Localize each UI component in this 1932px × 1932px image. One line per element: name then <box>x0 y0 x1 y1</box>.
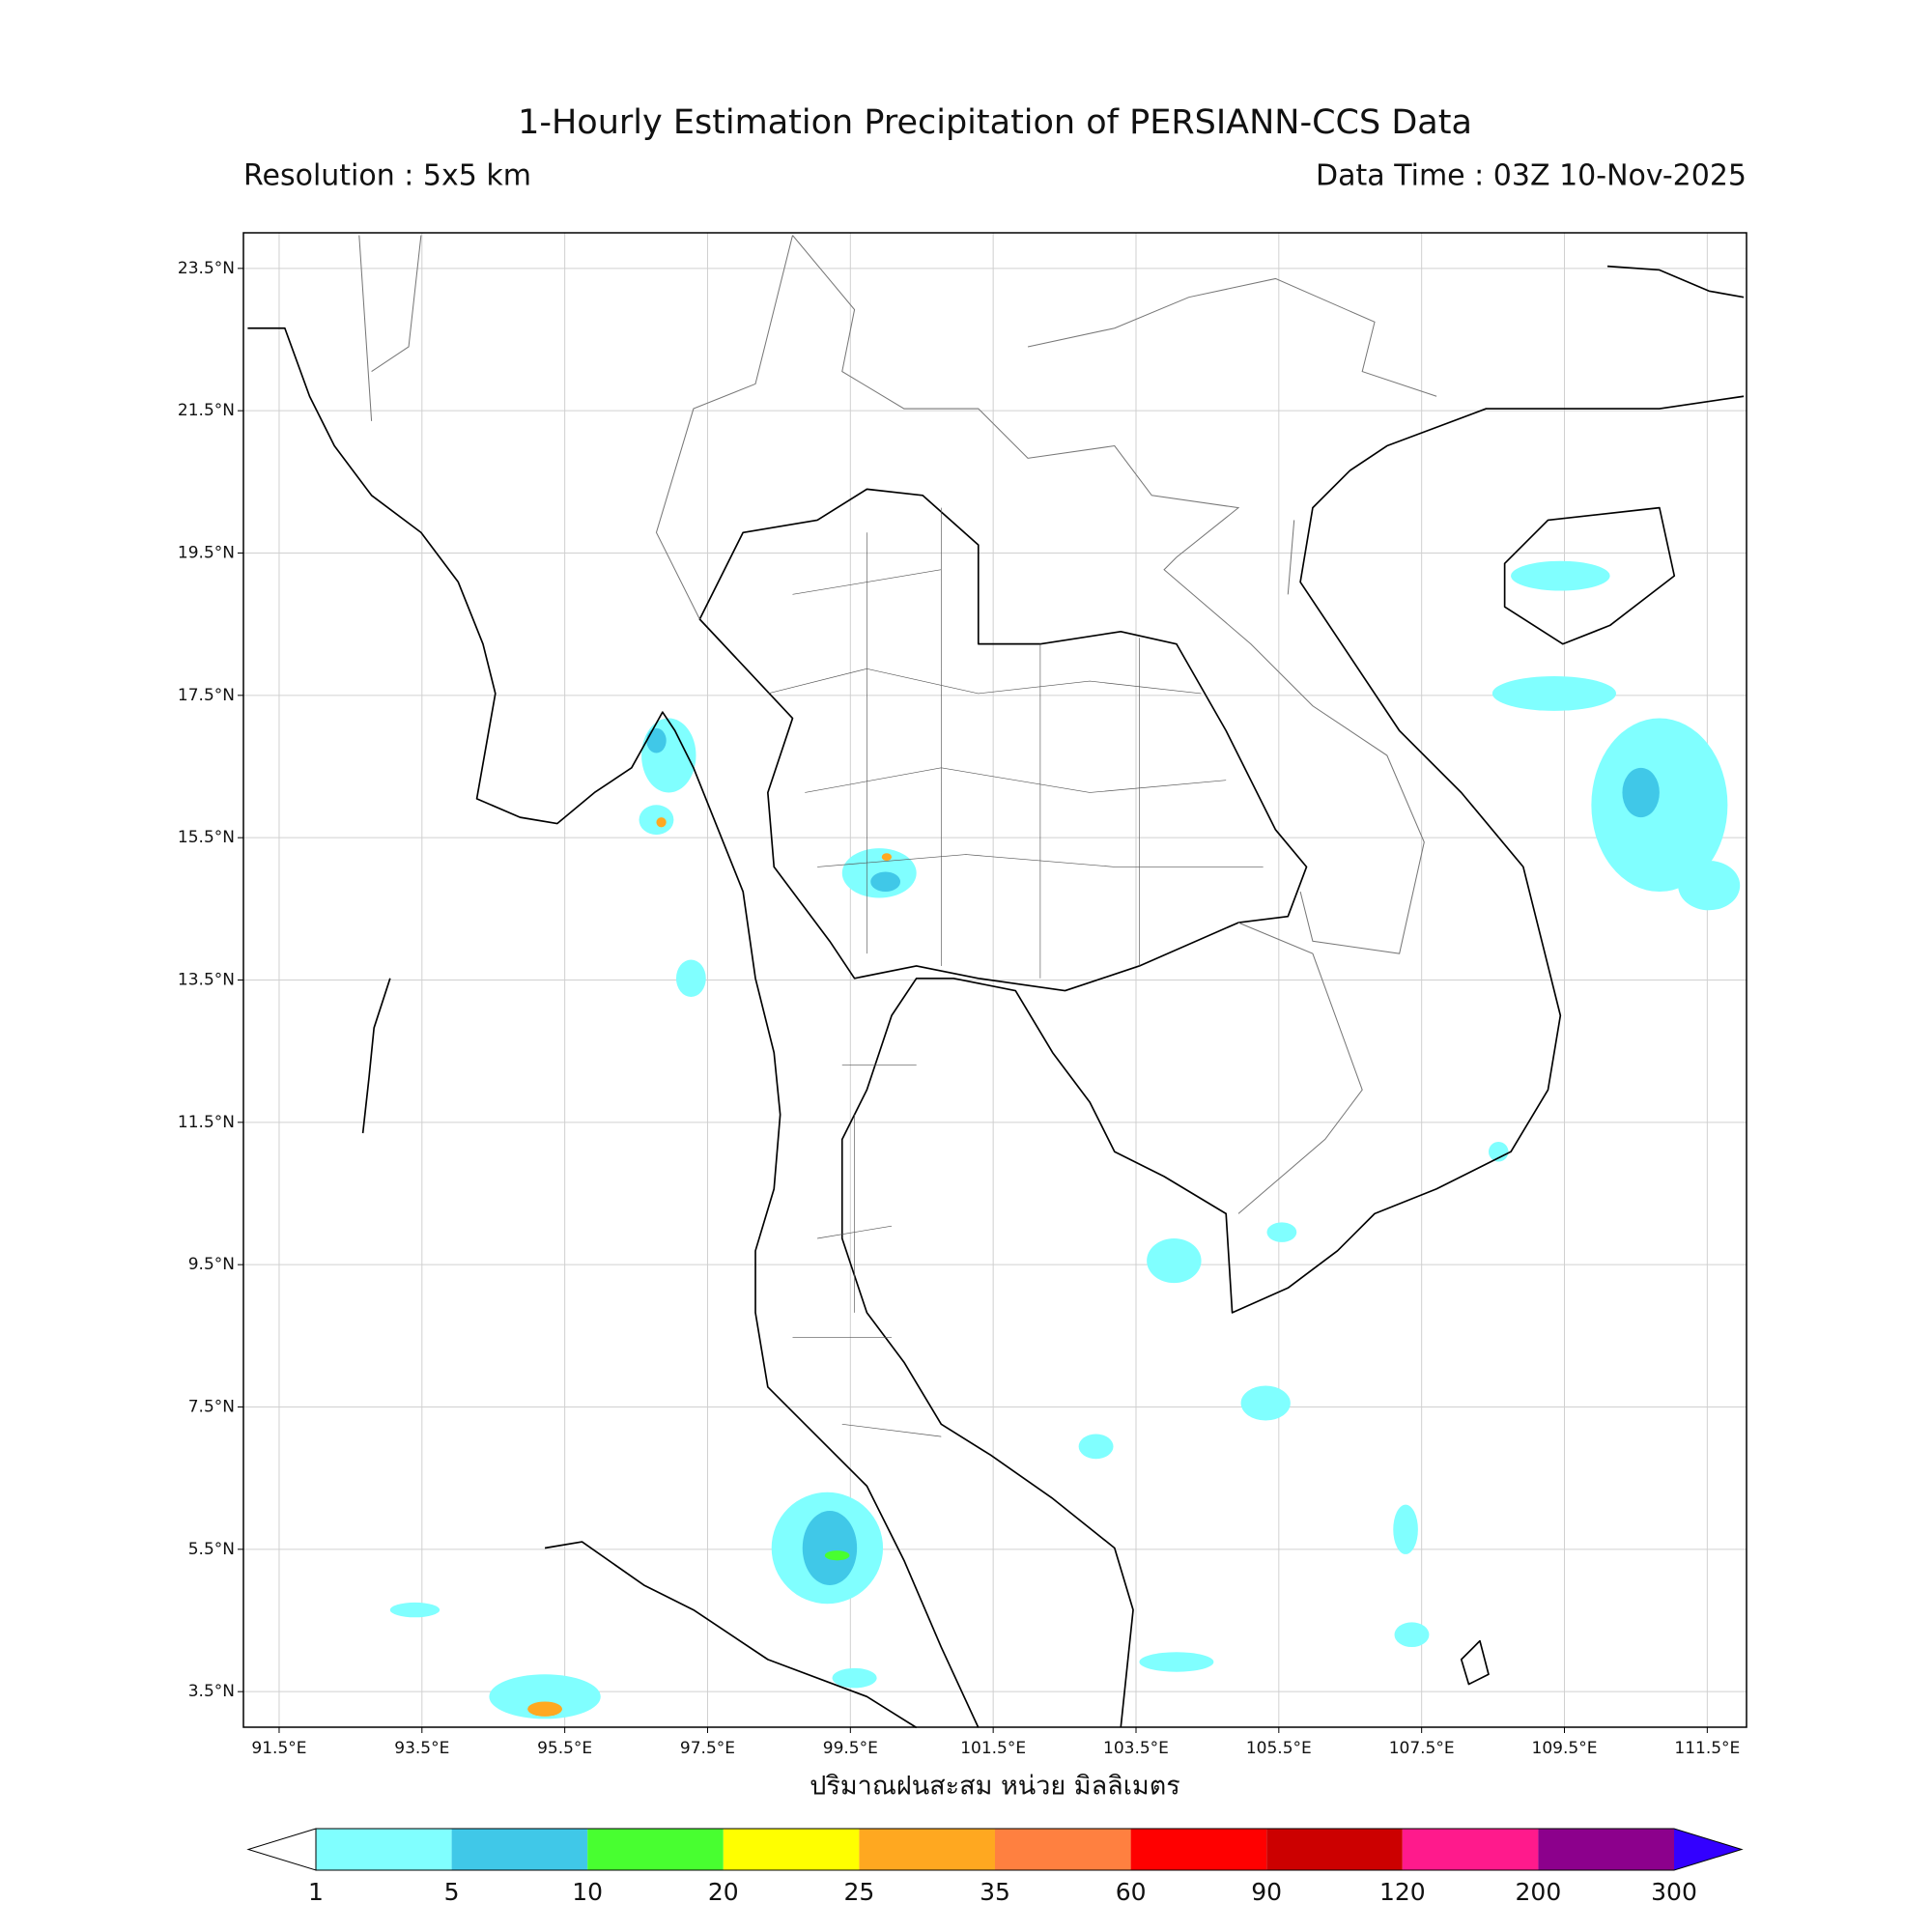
data-time: Data Time : 03Z 10-Nov-2025 <box>1316 159 1747 193</box>
lat-tick-label: 9.5°N <box>188 1255 235 1274</box>
coastline <box>544 1541 918 1729</box>
colorbar-level: 1 <box>308 1878 324 1906</box>
rain-area <box>824 1550 850 1561</box>
coastline <box>361 978 391 1134</box>
rain-area <box>1147 1238 1202 1284</box>
colorbar-under <box>246 1828 317 1871</box>
rain-area <box>489 1674 601 1719</box>
rain-area <box>870 871 901 893</box>
lat-tick-label: 23.5°N <box>178 259 235 278</box>
lat-tick-label: 15.5°N <box>178 828 235 847</box>
lat-tick-label: 17.5°N <box>178 686 235 705</box>
rain-area <box>1240 1385 1291 1421</box>
colorbar-label: ปริมาณฝนสะสม หน่วย มิลลิเมตร <box>810 1772 1180 1802</box>
thailand-border <box>698 488 1308 992</box>
colorbar-level: 10 <box>572 1878 603 1906</box>
coastline <box>840 395 1745 1728</box>
coastline <box>1460 1639 1490 1686</box>
colorbar-bin <box>316 1829 452 1870</box>
title: 1-Hourly Estimation Precipitation of PER… <box>518 103 1472 142</box>
colorbar-level: 25 <box>843 1878 874 1906</box>
province-lines <box>767 507 1264 1437</box>
lon-tick-label: 103.5°E <box>1103 1739 1169 1758</box>
colorbar-bin <box>995 1829 1131 1870</box>
lon-tick-label: 97.5°E <box>680 1739 735 1758</box>
rain-area <box>675 959 706 998</box>
lon-tick-label: 109.5°E <box>1532 1739 1598 1758</box>
lon-tick-label: 107.5°E <box>1389 1739 1455 1758</box>
lat-tick-label: 5.5°N <box>188 1540 235 1559</box>
lon-ticks: 91.5°E 93.5°E 95.5°E 97.5°E 99.5°E 101.5°E 103… <box>251 1727 1740 1758</box>
lon-tick-label: 91.5°E <box>251 1739 306 1758</box>
colorbar-level: 35 <box>980 1878 1010 1906</box>
colorbar-level: 60 <box>1116 1878 1147 1906</box>
rain-area <box>1622 767 1660 818</box>
rain-area <box>802 1511 858 1585</box>
lon-tick-label: 111.5°E <box>1674 1739 1740 1758</box>
rain-area <box>1492 675 1617 711</box>
rain-area <box>527 1701 563 1717</box>
colorbar-bin <box>587 1829 724 1870</box>
colorbar-level: 5 <box>444 1878 460 1906</box>
lon-tick-label: 99.5°E <box>823 1739 878 1758</box>
colorbar-bin <box>859 1829 995 1870</box>
lat-ticks: 3.5°N 5.5°N 7.5°N 9.5°N 11.5°N 13.5°N 15.5°N 17… <box>178 259 243 1701</box>
lon-tick-label: 95.5°E <box>537 1739 592 1758</box>
rain-area <box>646 727 667 753</box>
rain-area <box>1678 860 1741 911</box>
colorbar-bin <box>451 1829 588 1870</box>
resolution: Resolution : 5x5 km <box>243 159 531 193</box>
coastline <box>1606 265 1745 298</box>
colorbar-level: 200 <box>1516 1878 1562 1906</box>
rain-area <box>1511 560 1610 591</box>
rain-area <box>1394 1622 1430 1648</box>
lat-tick-label: 19.5°N <box>178 544 235 563</box>
rain-area <box>1591 718 1728 893</box>
rain-area <box>1139 1652 1214 1672</box>
colorbar-level: 120 <box>1379 1878 1426 1906</box>
rain-area <box>656 817 667 828</box>
country-border <box>358 235 1437 1214</box>
lon-tick-label: 93.5°E <box>394 1739 449 1758</box>
rain-area <box>1488 1142 1509 1162</box>
rain-area <box>389 1602 440 1618</box>
lon-tick-label: 105.5°E <box>1246 1739 1312 1758</box>
lat-tick-label: 13.5°N <box>178 971 235 990</box>
rain-area <box>639 805 674 836</box>
lat-tick-label: 21.5°N <box>178 401 235 420</box>
precipitation <box>389 560 1741 1719</box>
colorbar: 1 5 10 20 25 35 60 90 120 200 300 <box>246 1828 1744 1906</box>
colorbar-bin <box>1402 1829 1539 1870</box>
colorbar-level: 90 <box>1251 1878 1282 1906</box>
colorbar-bin <box>1538 1829 1674 1870</box>
colorbar-level: 20 <box>708 1878 739 1906</box>
rain-area <box>881 853 893 861</box>
rain-area <box>1078 1434 1114 1460</box>
colorbar-bin <box>1266 1829 1403 1870</box>
lat-tick-label: 3.5°N <box>188 1682 235 1701</box>
lat-tick-label: 11.5°N <box>178 1113 235 1132</box>
rain-area <box>1393 1504 1418 1554</box>
map-layer <box>247 235 1745 1729</box>
lon-tick-label: 101.5°E <box>960 1739 1026 1758</box>
colorbar-over <box>1674 1829 1742 1870</box>
coastline <box>1503 506 1676 645</box>
coastline <box>247 327 980 1728</box>
lat-tick-label: 7.5°N <box>188 1398 235 1417</box>
rain-area <box>1266 1222 1297 1242</box>
rain-area <box>832 1667 877 1689</box>
colorbar-level: 300 <box>1651 1878 1697 1906</box>
colorbar-bin <box>1130 1829 1267 1870</box>
colorbar-bin <box>723 1829 860 1870</box>
colorbar-outline <box>315 1828 1744 1871</box>
